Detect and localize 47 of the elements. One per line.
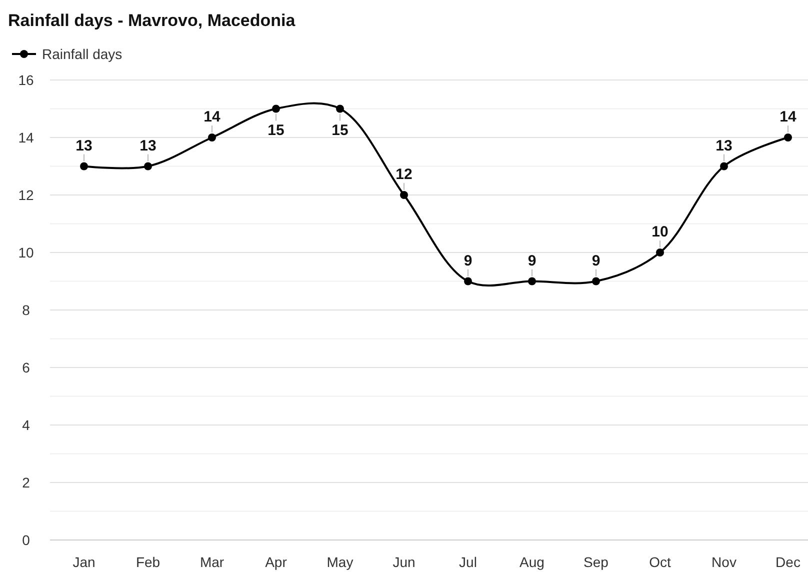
data-label: 14 bbox=[204, 108, 221, 126]
x-tick-label: Aug bbox=[520, 554, 544, 570]
legend-label: Rainfall days bbox=[42, 46, 122, 62]
data-label: 13 bbox=[76, 137, 92, 154]
data-label: 15 bbox=[332, 122, 348, 139]
y-tick-label: 8 bbox=[22, 302, 30, 318]
x-tick-label: May bbox=[326, 554, 354, 570]
y-tick-label: 14 bbox=[18, 130, 34, 146]
point bbox=[272, 104, 280, 113]
y-tick-label: 16 bbox=[18, 72, 34, 88]
y-tick-label: 10 bbox=[18, 244, 34, 260]
point bbox=[80, 162, 88, 170]
data-label: 14 bbox=[780, 108, 797, 126]
point bbox=[656, 248, 664, 256]
x-tick-label: Mar bbox=[200, 554, 224, 570]
chart-title: Rainfall days - Mavrovo, Macedonia bbox=[8, 11, 296, 30]
data-label: 9 bbox=[464, 252, 472, 270]
x-tick-label: Jan bbox=[72, 554, 96, 570]
x-tick-label: Feb bbox=[136, 554, 160, 570]
data-label: 10 bbox=[652, 224, 668, 240]
x-tick-label: Apr bbox=[265, 554, 288, 570]
data-label: 12 bbox=[396, 166, 412, 183]
point bbox=[464, 277, 472, 286]
data-label: 15 bbox=[268, 122, 284, 139]
point bbox=[784, 134, 792, 142]
x-tick-label: Dec bbox=[776, 554, 800, 570]
y-tick-label: 6 bbox=[22, 360, 30, 376]
y-tick-label: 4 bbox=[22, 417, 30, 433]
point bbox=[144, 162, 152, 170]
x-tick-label: Jun bbox=[392, 554, 416, 570]
point bbox=[336, 104, 344, 113]
x-tick-label: Jul bbox=[459, 554, 477, 570]
x-tick-label: Nov bbox=[712, 554, 736, 570]
point bbox=[720, 162, 728, 170]
y-tick-label: 0 bbox=[22, 532, 30, 548]
data-label: 13 bbox=[140, 137, 156, 154]
y-tick-label: 12 bbox=[18, 187, 34, 203]
point bbox=[592, 277, 600, 286]
data-label: 9 bbox=[592, 252, 600, 270]
x-tick-label: Oct bbox=[649, 554, 671, 570]
point bbox=[208, 134, 216, 142]
point bbox=[400, 191, 408, 199]
data-label: 13 bbox=[716, 137, 732, 154]
point bbox=[528, 277, 536, 286]
x-tick-label: Sep bbox=[584, 554, 609, 570]
data-label: 9 bbox=[528, 252, 536, 270]
y-tick-label: 2 bbox=[22, 474, 30, 490]
